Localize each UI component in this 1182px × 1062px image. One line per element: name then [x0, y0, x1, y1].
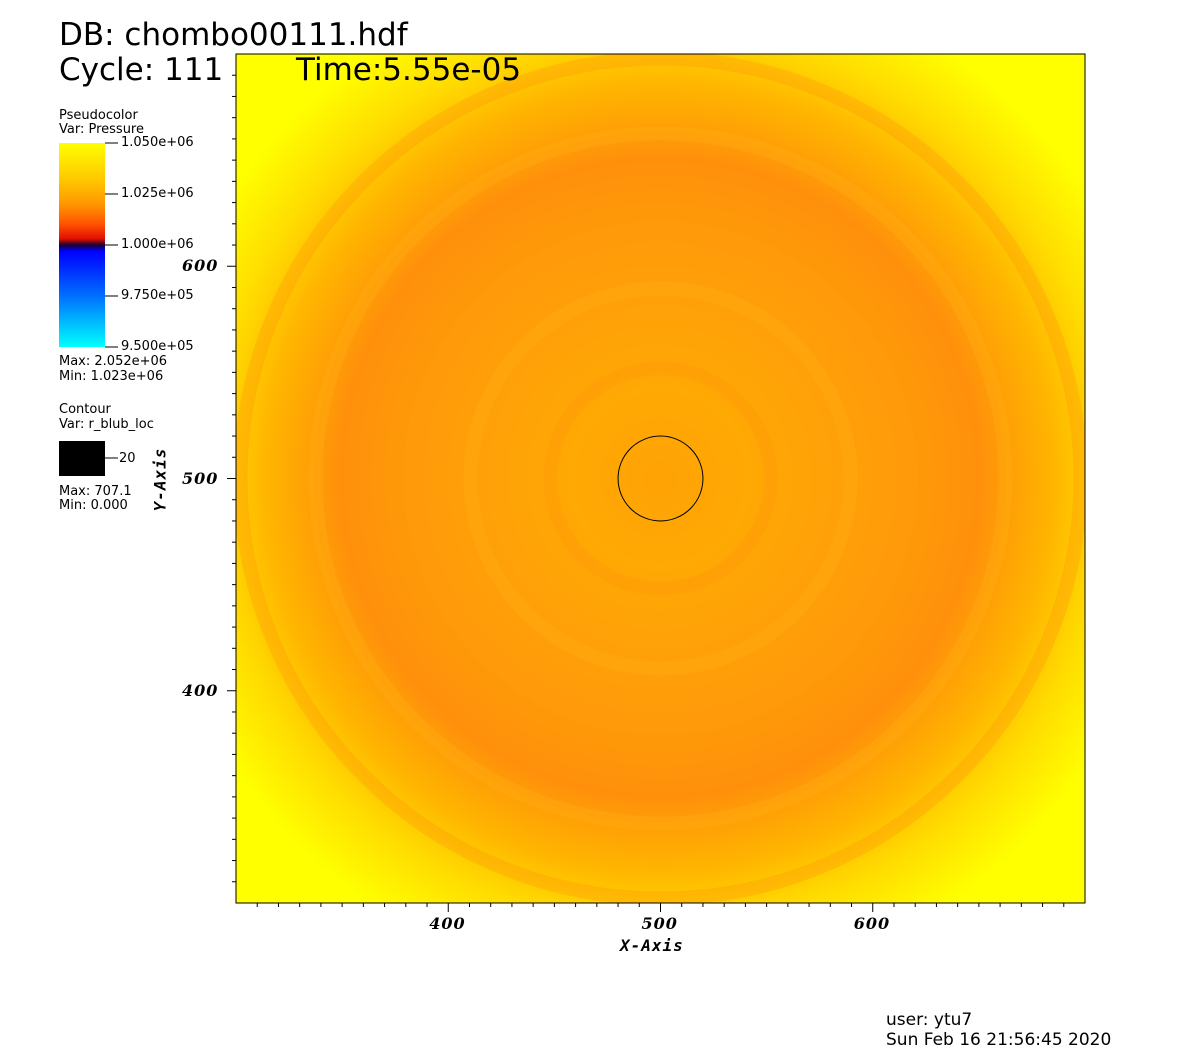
axis-ticks — [227, 74, 1065, 912]
pressure-rings — [236, 54, 1085, 903]
x-axis-title: X-Axis — [620, 936, 684, 955]
colorbar-ticks — [105, 142, 118, 348]
contour-swatch — [59, 441, 105, 476]
colorbar-label-5: 9.500e+05 — [121, 339, 194, 354]
colorbar-label-1: 1.050e+06 — [121, 135, 194, 150]
y-tick-label-600: 600 — [182, 256, 219, 276]
pseudocolor-min: Min: 1.023e+06 — [59, 369, 164, 384]
user-label: user: ytu7 — [886, 1010, 973, 1030]
time-label: Time:5.55e-05 — [296, 52, 522, 88]
cycle-label: Cycle: 111 — [59, 52, 224, 88]
contour-circle — [617, 435, 704, 522]
pressure-ring — [463, 281, 858, 676]
contour-title: Contour — [59, 402, 111, 417]
pressure-ring — [388, 206, 933, 751]
contour-min: Min: 0.000 — [59, 498, 128, 513]
y-tick-label-500: 500 — [182, 468, 219, 488]
date-label: Sun Feb 16 21:56:45 2020 — [886, 1030, 1112, 1050]
x-tick-label-400: 400 — [429, 914, 466, 933]
pressure-ring — [308, 126, 1013, 831]
pseudocolor-title: Pseudocolor — [59, 108, 138, 123]
y-tick-label-400: 400 — [182, 680, 219, 700]
pressure-ring — [236, 54, 1085, 903]
colorbar-label-4: 9.750e+05 — [121, 288, 194, 303]
pseudocolor-var: Var: Pressure — [59, 122, 144, 137]
contour-var: Var: r_blub_loc — [59, 417, 154, 432]
colorbar — [59, 143, 105, 347]
colorbar-label-3: 1.000e+06 — [121, 237, 194, 252]
x-tick-label-600: 600 — [853, 914, 891, 933]
contour-max: Max: 707.1 — [59, 484, 132, 499]
colorbar-label-2: 1.025e+06 — [121, 186, 194, 201]
pressure-field — [236, 54, 1085, 903]
pressure-ring — [543, 361, 778, 596]
contour-level-label: 20 — [119, 451, 136, 466]
x-tick-label-500: 500 — [641, 914, 678, 933]
y-axis-title: Y-Axis — [150, 447, 170, 512]
pseudocolor-max: Max: 2.052e+06 — [59, 354, 168, 369]
db-title: DB: chombo00111.hdf — [59, 17, 408, 53]
